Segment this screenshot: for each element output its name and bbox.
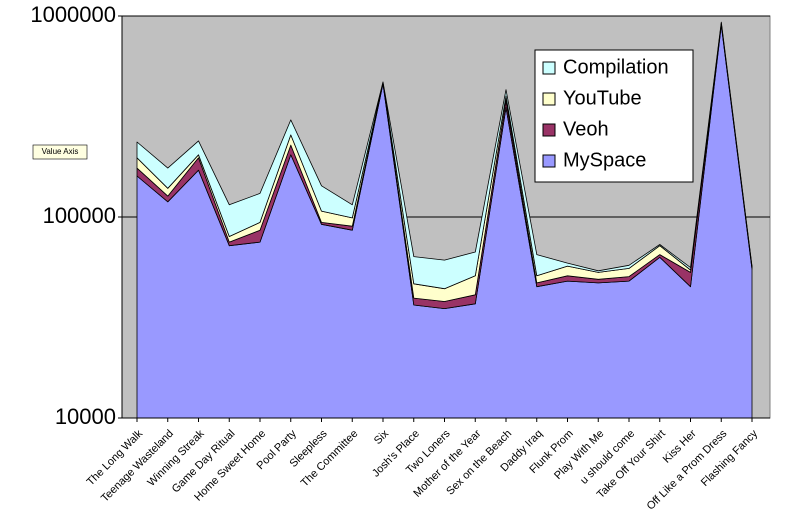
legend: Compilation YouTube Veoh MySpace	[534, 49, 694, 183]
legend-swatch	[542, 154, 556, 168]
y-tick-label: 1000000	[30, 2, 116, 27]
legend-box	[534, 49, 694, 183]
legend-label: Compilation	[563, 56, 669, 78]
y-tick-label: 10000	[55, 404, 116, 429]
y-tick-label: 100000	[43, 203, 116, 228]
x-tick-label: Six	[372, 427, 392, 447]
x-tick-label: Flashing Fancy	[699, 427, 761, 489]
legend-label: MySpace	[563, 149, 646, 171]
x-tick-label: u should come	[578, 428, 637, 487]
tooltip-text: Value Axis	[42, 147, 79, 156]
legend-swatch	[542, 61, 556, 75]
area	[136, 21, 753, 290]
legend-swatch	[542, 92, 556, 106]
tooltip-box	[32, 144, 88, 160]
legend-swatch	[542, 123, 556, 137]
legend-label: YouTube	[563, 87, 642, 109]
legend-label: Veoh	[563, 118, 609, 140]
x-tick-label: The Committee	[299, 428, 361, 490]
